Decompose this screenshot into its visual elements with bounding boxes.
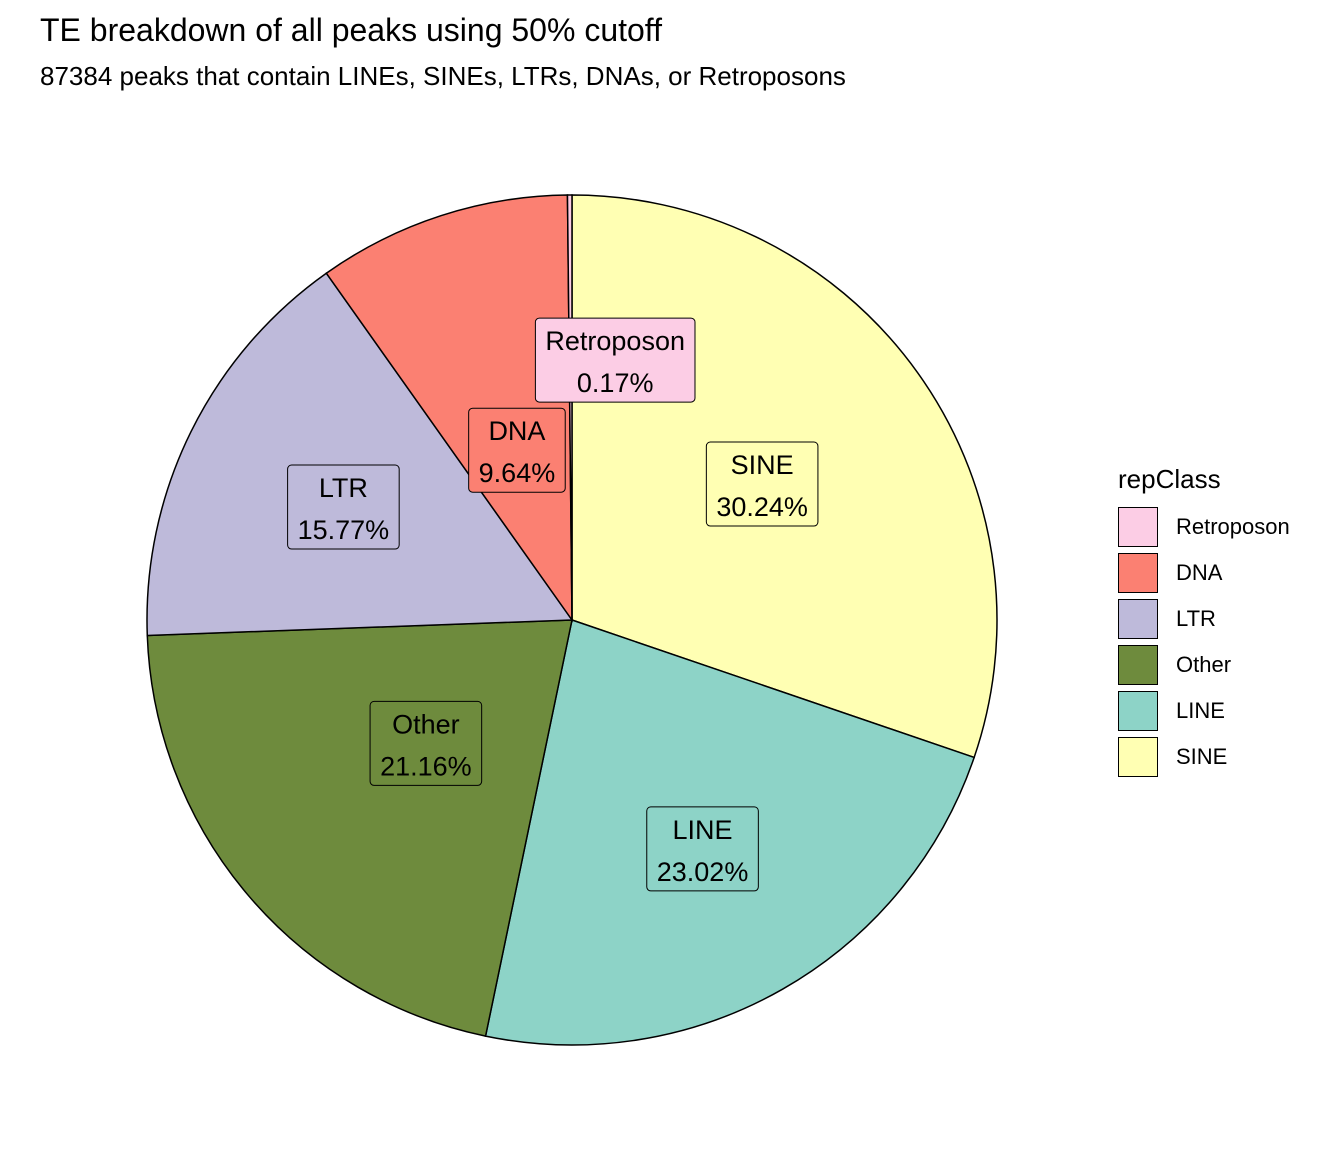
pie-slice-retroposon [566, 194, 573, 621]
slice-label-name: SINE [731, 450, 794, 480]
pie-slice-dna [325, 194, 573, 623]
legend-label: DNA [1176, 560, 1223, 585]
legend-item-other: Other [1118, 642, 1290, 688]
legend-swatch [1118, 737, 1158, 777]
legend-items: Retroposon DNA LTR Other LINE SINE [1118, 504, 1290, 780]
chart-title: TE breakdown of all peaks using 50% cuto… [40, 12, 662, 48]
slice-label-name: DNA [488, 416, 545, 446]
legend-label: Retroposon [1176, 514, 1290, 539]
legend-swatch [1118, 645, 1158, 685]
legend-label: Other [1176, 652, 1232, 677]
slice-label-line: LINE 23.02% [646, 806, 759, 892]
slice-label-percent: 23.02% [657, 857, 749, 887]
slice-label-name: LINE [673, 815, 733, 845]
legend: repClass Retroposon DNA LTR Other LINE SINE [1118, 462, 1290, 780]
slice-label-percent: 15.77% [298, 515, 390, 545]
legend-label: SINE [1176, 744, 1228, 769]
chart-subtitle: 87384 peaks that contain LINEs, SINEs, L… [40, 61, 846, 91]
legend-title: repClass [1118, 464, 1221, 494]
slice-label-name: LTR [319, 473, 368, 503]
legend-item-line: LINE [1118, 688, 1290, 734]
legend-item-ltr: LTR [1118, 596, 1290, 642]
slice-label-box [369, 700, 483, 786]
legend-swatch [1118, 691, 1158, 731]
slice-label-name: Retroposon [545, 326, 685, 356]
slice-label-percent: 9.64% [479, 458, 556, 488]
legend-item-dna: DNA [1118, 550, 1290, 596]
slice-label-box [646, 806, 759, 892]
slice-label-box [705, 441, 819, 527]
slice-label-percent: 0.17% [577, 368, 654, 398]
slice-label-percent: 30.24% [716, 492, 808, 522]
slice-label-box [287, 464, 400, 550]
slice-label-retroposon: Retroposon 0.17% [534, 317, 696, 403]
slice-label-percent: 21.16% [380, 751, 472, 781]
slice-label-sine: SINE 30.24% [705, 441, 819, 527]
pie-slice-ltr [146, 272, 574, 637]
legend-item-retroposon: Retroposon [1118, 504, 1290, 550]
slice-label-box [468, 407, 566, 493]
legend-item-sine: SINE [1118, 734, 1290, 780]
slice-label-name: Other [392, 709, 460, 739]
slice-label-other: Other 21.16% [369, 700, 483, 786]
legend-swatch [1118, 553, 1158, 593]
legend-swatch [1118, 599, 1158, 639]
legend-label: LINE [1176, 698, 1225, 723]
slice-label-dna: DNA 9.64% [468, 407, 566, 493]
legend-label: LTR [1176, 606, 1216, 631]
slice-label-box [534, 317, 696, 403]
slice-label-ltr: LTR 15.77% [287, 464, 400, 550]
legend-swatch [1118, 507, 1158, 547]
